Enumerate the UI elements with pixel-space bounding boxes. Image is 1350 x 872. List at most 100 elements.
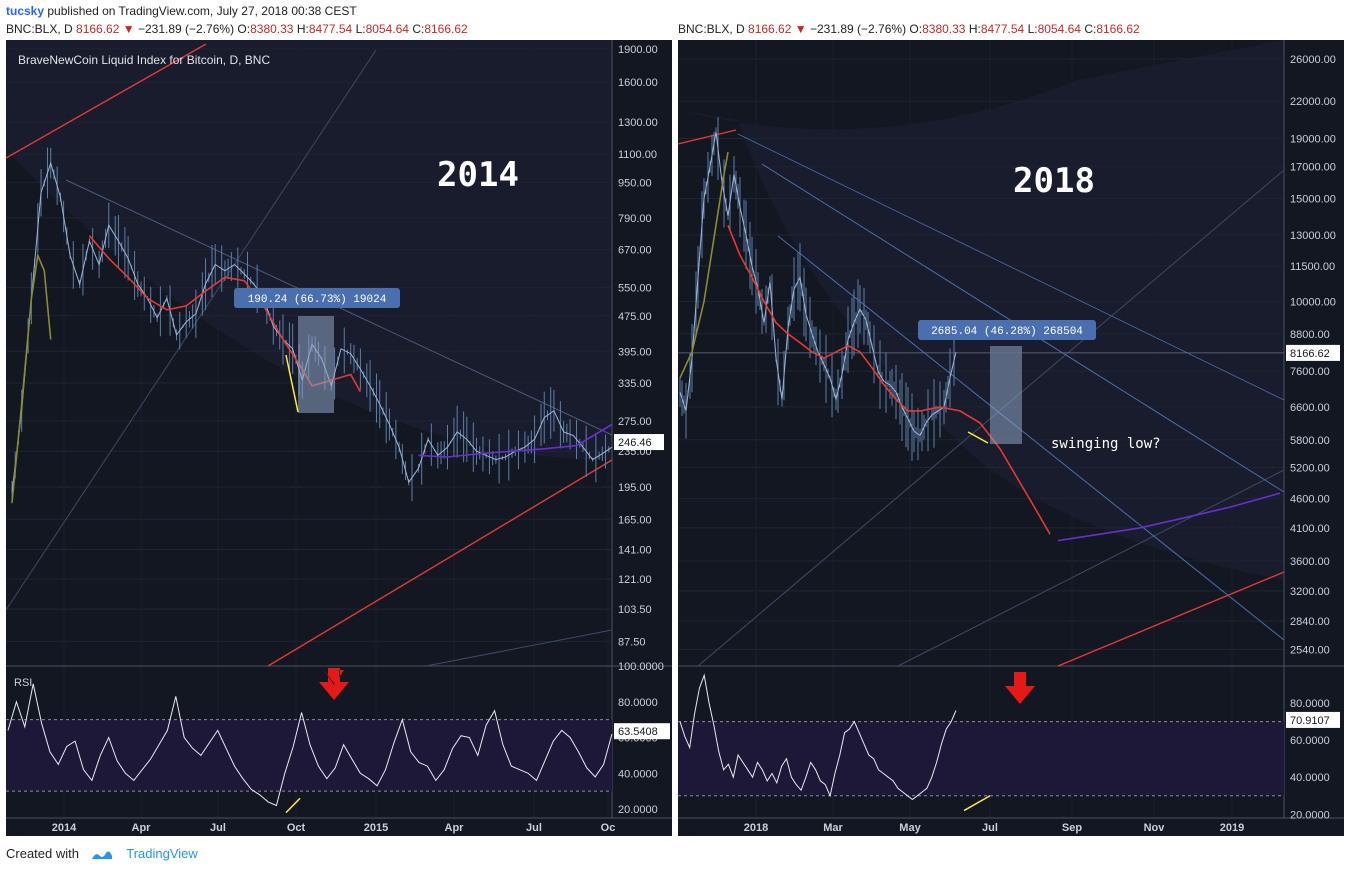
y-tick-label: 17000.00 (1290, 162, 1336, 174)
trend-line-red (267, 459, 613, 667)
y-tick-label: 19000.00 (1290, 133, 1336, 145)
moving-average-purple (418, 423, 613, 458)
y-tick-label: 141.00 (618, 545, 652, 557)
yellow-marker (285, 354, 299, 413)
rsi-line (7, 683, 613, 807)
x-tick-label: May (899, 822, 921, 834)
y-tick-label: 550.00 (618, 283, 652, 295)
rsi-line (679, 673, 957, 801)
close-value: 8166.62 (424, 22, 468, 36)
trend-line (737, 133, 1285, 401)
y-tick-label: 3600.00 (1290, 556, 1330, 568)
y-tick-label: 165.00 (618, 514, 652, 526)
tradingview-logo-icon (91, 851, 112, 859)
y-tick-label: 275.00 (618, 416, 652, 428)
y-tick-label: 1100.00 (618, 149, 657, 161)
price-change: −231.89 (−2.76%) (138, 22, 235, 36)
rsi-tick-label: 40.0000 (1290, 772, 1330, 784)
price-axis-background (1284, 40, 1344, 836)
x-tick-label: Sep (1062, 822, 1082, 834)
fan-line (6, 49, 377, 611)
y-tick-label: 5800.00 (1290, 435, 1330, 447)
last-price: 8166.62 (748, 22, 792, 36)
rsi-last-value: 70.9107 (1290, 715, 1330, 727)
y-tick-label: 950.00 (618, 177, 652, 189)
y-tick-label: 5200.00 (1290, 463, 1330, 475)
measure-box (298, 316, 334, 413)
y-tick-label: 670.00 (618, 245, 652, 257)
y-tick-label: 335.00 (618, 378, 652, 390)
y-tick-label: 8800.00 (1290, 329, 1330, 341)
publish-info: published on TradingView.com, July 27, 2… (47, 4, 357, 18)
x-tick-label: Nov (1144, 822, 1166, 834)
low-value: 8054.64 (1037, 22, 1081, 36)
measure-box (990, 346, 1022, 444)
last-price-value: 246.46 (618, 437, 652, 449)
y-tick-label: 2840.00 (1290, 616, 1330, 628)
trend-line-red (678, 129, 737, 145)
high-value: 8477.54 (980, 22, 1025, 36)
chart-2014-svg[interactable]: 1900.00 1600.00 1300.00 1100.00 950.00 790.00… (6, 40, 672, 836)
created-with-label: Created with (6, 846, 79, 861)
rsi-last-value: 63.5408 (618, 726, 658, 738)
y-tick-label: 4600.00 (1290, 494, 1330, 506)
last-price-tag (614, 434, 664, 451)
y-tick-label: 395.00 (618, 346, 652, 358)
chart-panel-2018[interactable]: 26000.00 22000.00 19000.00 17000.00 15000.00… (678, 40, 1344, 836)
price-line (679, 131, 957, 437)
y-tick-label: 26000.00 (1290, 54, 1336, 66)
publish-header: tucsky published on TradingView.com, Jul… (6, 4, 357, 18)
moving-average-red (727, 225, 1051, 535)
rsi-yellow-marker (285, 797, 301, 814)
measure-label-box (234, 288, 400, 308)
chart-panel-2014[interactable]: 1900.00 1600.00 1300.00 1100.00 950.00 790.00… (6, 40, 672, 836)
rsi-tick-label: 60.0000 (1290, 735, 1330, 747)
red-arrow-icon (1005, 672, 1035, 704)
chart-2018-svg[interactable]: 26000.00 22000.00 19000.00 17000.00 15000.00… (678, 40, 1344, 836)
symbol-label: BNC:BLX, D (678, 22, 745, 36)
x-tick-label: 2014 (52, 822, 77, 834)
y-tick-label: 87.50 (618, 636, 646, 648)
x-tick-label: 2015 (364, 822, 388, 834)
chart-title: BraveNewCoin Liquid Index for Bitcoin, D… (18, 53, 270, 67)
author-name[interactable]: tucsky (6, 4, 45, 18)
red-arrow-icon (319, 668, 349, 700)
y-tick-label: 13000.00 (1290, 230, 1336, 242)
y-tick-label: 475.00 (618, 311, 652, 323)
rsi-tick-label: 80.0000 (1290, 698, 1330, 710)
y-tick-label: 195.00 (618, 482, 652, 494)
y-tick-label: 10000.00 (1290, 296, 1336, 308)
year-annotation: 2018 (1013, 161, 1095, 201)
trend-line-red (1057, 571, 1285, 667)
y-tick-label: 22000.00 (1290, 96, 1336, 108)
x-tick-label: 2018 (744, 822, 768, 834)
yellow-marker (967, 431, 989, 444)
symbol-bar-left: BNC:BLX, D 8166.62 ▼ −231.89 (−2.76%) O:… (6, 22, 468, 36)
y-tick-label: 1600.00 (618, 77, 658, 89)
side-note: swinging low? (1051, 436, 1161, 452)
rsi-band (6, 719, 612, 792)
x-tick-label: Jul (526, 822, 542, 834)
open-value: 8380.33 (922, 22, 966, 36)
y-tick-label: 15000.00 (1290, 194, 1336, 206)
y-tick-label: 11500.00 (1290, 261, 1335, 273)
y-tick-label: 1300.00 (618, 117, 658, 129)
fan-shaded-area (678, 40, 1284, 580)
trend-line (777, 235, 1285, 641)
measure-label: 190.24 (66.73%) 19024 (248, 294, 387, 306)
year-annotation: 2014 (437, 155, 519, 195)
high-value: 8477.54 (308, 22, 353, 36)
rsi-value-tag (614, 723, 670, 740)
rsi-tick-label: 40.0000 (618, 768, 658, 780)
x-tick-label: Apr (445, 822, 465, 834)
tradingview-link[interactable]: TradingView (126, 846, 198, 861)
trend-line-red (6, 43, 207, 159)
rsi-tick-label: 80.0000 (618, 697, 658, 709)
rsi-yellow-marker (963, 795, 991, 812)
y-tick-label: 4100.00 (1290, 523, 1330, 535)
fan-line (425, 629, 613, 667)
y-tick-label: 790.00 (618, 213, 652, 225)
last-price: 8166.62 (76, 22, 120, 36)
measure-label-box (918, 320, 1096, 340)
fan-line (897, 469, 1285, 667)
